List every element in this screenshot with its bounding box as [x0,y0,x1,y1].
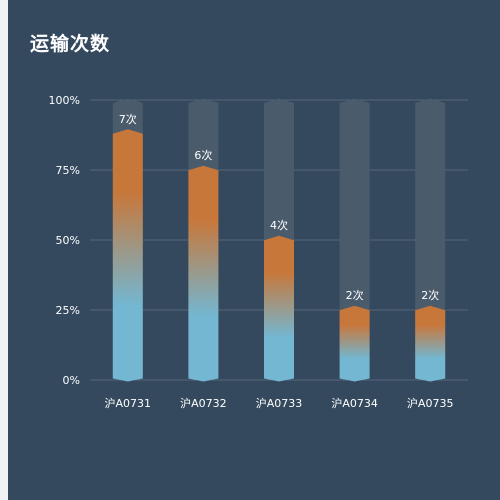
data-label: 2次 [421,288,439,302]
data-label: 4次 [270,218,288,232]
x-tick-label: 沪A0735 [407,396,454,410]
bar [339,305,370,382]
x-tick-label: 沪A0732 [180,396,227,410]
chart-title: 运输次数 [30,33,111,55]
data-label: 6次 [194,148,212,162]
x-tick-label: 沪A0733 [256,396,303,410]
data-label: 2次 [346,288,364,302]
y-tick-label: 100% [49,94,80,107]
y-tick-label: 0% [63,374,80,387]
y-tick-label: 25% [56,304,80,317]
bar [188,165,219,382]
y-tick-label: 75% [56,164,80,177]
bar [415,305,446,382]
bar [264,235,294,382]
x-tick-label: 沪A0734 [331,396,378,410]
data-label: 7次 [119,112,137,126]
y-tick-label: 50% [56,234,80,247]
bar [112,129,143,382]
x-tick-label: 沪A0731 [105,396,152,410]
